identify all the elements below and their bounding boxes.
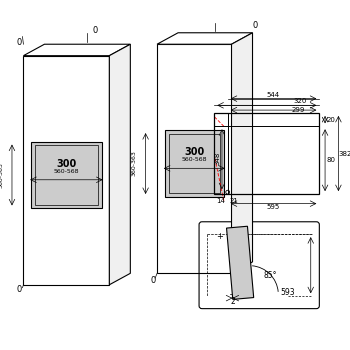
Text: 0: 0 [150,276,156,286]
Polygon shape [231,33,252,273]
Bar [23,56,109,285]
Text: 300: 300 [56,159,77,169]
Text: 0: 0 [92,26,98,35]
Text: 2: 2 [230,296,235,306]
Bar [168,134,220,193]
Text: 85°: 85° [264,271,278,280]
Text: 360-363: 360-363 [0,162,3,188]
Text: 300: 300 [184,147,204,157]
Polygon shape [157,33,252,44]
Text: 560-568: 560-568 [54,169,79,174]
Text: 360-363: 360-363 [132,150,136,176]
Text: 595: 595 [267,204,280,210]
Text: 348: 348 [214,152,220,165]
Text: 80: 80 [326,157,335,163]
Text: 560-568: 560-568 [182,157,207,162]
Polygon shape [226,226,254,299]
Bar [165,130,224,197]
Bar [35,145,98,205]
Text: 14: 14 [217,198,225,204]
Text: 320: 320 [294,98,307,105]
Bar [157,44,231,273]
Text: 0: 0 [16,38,21,47]
Bar [31,142,102,208]
Text: 593: 593 [280,288,295,297]
Text: 382: 382 [338,150,350,156]
Polygon shape [109,44,130,285]
Text: 299: 299 [292,107,305,113]
Text: 21: 21 [230,198,239,204]
Text: 20: 20 [326,117,335,122]
Text: 0: 0 [253,21,258,30]
Polygon shape [23,44,130,56]
Text: 0: 0 [16,285,21,294]
FancyBboxPatch shape [199,222,319,309]
Bar [214,113,319,194]
Text: +: + [216,232,223,240]
Text: 544: 544 [267,92,280,98]
